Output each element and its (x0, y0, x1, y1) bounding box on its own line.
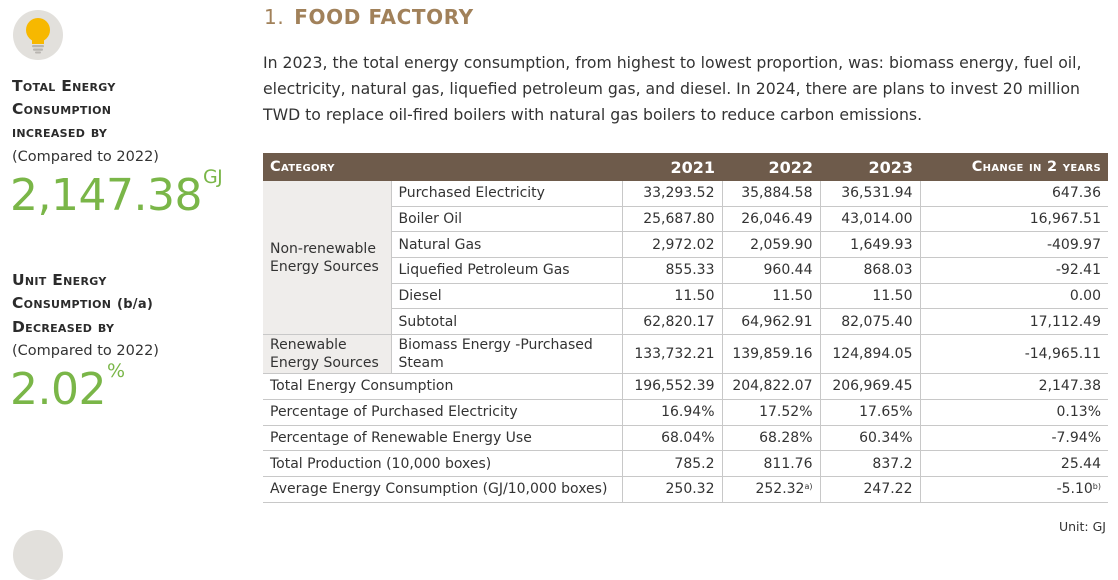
cell-2022: 35,884.58 (721, 181, 820, 207)
footnote-a: a) (804, 482, 813, 492)
cell-2022: 139,859.16 (721, 334, 820, 375)
cell-change: 0.00 (919, 283, 1108, 310)
cell-change: -92.41 (919, 257, 1108, 284)
cell-change: -409.97 (919, 231, 1108, 259)
cell-2022: 64,962.91 (721, 308, 820, 336)
next-section-badge (13, 530, 63, 580)
cell-change: 647.36 (919, 181, 1108, 207)
table-row-average: Average Energy Consumption (GJ/10,000 bo… (263, 476, 1108, 503)
table-row: Natural Gas 2,972.02 2,059.90 1,649.93 -… (263, 231, 1108, 259)
cell-change: 2,147.38 (919, 373, 1108, 400)
cell-2022: 204,822.07 (721, 373, 820, 400)
cell-2022: 960.44 (721, 257, 820, 284)
cell-2023: 206,969.45 (819, 373, 920, 400)
cell-2021: 196,552.39 (621, 373, 722, 400)
header-change: Change in 2 years (920, 153, 1108, 181)
energy-table: Category 2021 2022 2023 Change in 2 year… (263, 153, 1108, 503)
cell-2022: 252.32a) (721, 476, 820, 503)
table-row-renewable: Renewable Energy Sources Biomass Energy … (263, 334, 1108, 375)
cell-2023: 60.34% (819, 425, 920, 452)
kpi1-unit: GJ (202, 166, 223, 188)
cell-2021: 62,820.17 (621, 308, 722, 336)
cell-2021: 250.32 (621, 476, 722, 503)
table-row: Total Production (10,000 boxes) 785.2 81… (263, 450, 1108, 477)
kpi1-comparison: (Compared to 2022) (12, 149, 159, 165)
row-label: Percentage of Renewable Energy Use (263, 425, 622, 452)
cell-2021: 68.04% (621, 425, 722, 452)
cell-2021: 11.50 (621, 283, 722, 310)
lightbulb-badge (13, 10, 63, 60)
cell-2023: 247.22 (819, 476, 920, 503)
cell-change: 17,112.49 (919, 308, 1108, 336)
cell-2023: 11.50 (819, 283, 920, 310)
cell-2022: 26,046.49 (721, 206, 820, 233)
cell-2023: 1,649.93 (819, 231, 920, 259)
footnote-b: b) (1092, 482, 1101, 492)
cell-2021: 33,293.52 (621, 181, 722, 207)
section-title: 1. FOOD FACTORY (264, 5, 474, 29)
header-2023: 2023 (820, 153, 920, 181)
group-non-renewable: Non-renewable Energy Sources (263, 181, 391, 336)
header-2022: 2022 (722, 153, 820, 181)
header-2021: 2021 (622, 153, 722, 181)
row-label: Boiler Oil (390, 206, 622, 233)
row-label: Total Production (10,000 boxes) (263, 450, 622, 477)
table-row: Boiler Oil 25,687.80 26,046.49 43,014.00… (263, 206, 1108, 233)
kpi2-value: 2.02% (10, 360, 125, 415)
cell-change: -5.10b) (919, 476, 1108, 503)
table-row: Liquefied Petroleum Gas 855.33 960.44 86… (263, 257, 1108, 284)
cell-change: -7.94% (919, 425, 1108, 452)
sidebar: Total Energy Consumption increased by (C… (0, 0, 250, 580)
cell-change: 0.13% (919, 399, 1108, 426)
table-row-total: Total Energy Consumption 196,552.39 204,… (263, 373, 1108, 400)
cell-2022: 2,059.90 (721, 231, 820, 259)
cell-2023: 36,531.94 (819, 181, 920, 207)
cell-2022: 811.76 (721, 450, 820, 477)
cell-2023: 837.2 (819, 450, 920, 477)
cell-change: -14,965.11 (919, 334, 1108, 375)
row-label: Subtotal (390, 308, 622, 336)
table-row: Diesel 11.50 11.50 11.50 0.00 (263, 283, 1108, 310)
row-label: Total Energy Consumption (263, 373, 622, 400)
cell-change: 25.44 (919, 450, 1108, 477)
section-intro: In 2023, the total energy consumption, f… (263, 53, 1082, 124)
cell-2022: 68.28% (721, 425, 820, 452)
row-label: Average Energy Consumption (GJ/10,000 bo… (263, 476, 622, 503)
table-row: Percentage of Purchased Electricity 16.9… (263, 399, 1108, 426)
cell-2023: 868.03 (819, 257, 920, 284)
kpi1-heading: Total Energy Consumption increased by (12, 77, 116, 141)
kpi2-comparison: (Compared to 2022) (12, 343, 159, 359)
row-label: Liquefied Petroleum Gas (390, 257, 622, 284)
cell-2021: 785.2 (621, 450, 722, 477)
row-label: Biomass Energy -Purchased Steam (390, 334, 622, 375)
table-row-subtotal: Subtotal 62,820.17 64,962.91 82,075.40 1… (263, 308, 1108, 336)
cell-2021: 2,972.02 (621, 231, 722, 259)
cell-2021: 855.33 (621, 257, 722, 284)
row-label: Natural Gas (390, 231, 622, 259)
cell-2022: 11.50 (721, 283, 820, 310)
table-row: Percentage of Renewable Energy Use 68.04… (263, 425, 1108, 452)
row-label: Purchased Electricity (390, 181, 622, 207)
cell-2023: 17.65% (819, 399, 920, 426)
cell-2023: 82,075.40 (819, 308, 920, 336)
cell-2021: 25,687.80 (621, 206, 722, 233)
row-label: Percentage of Purchased Electricity (263, 399, 622, 426)
table-row: Non-renewable Energy Sources Purchased E… (263, 181, 1108, 336)
group-renewable: Renewable Energy Sources (263, 334, 391, 375)
row-label: Diesel (390, 283, 622, 310)
kpi1-value: 2,147.38GJ (10, 166, 223, 221)
unit-note: Unit: GJ (1058, 519, 1106, 534)
cell-change: 16,967.51 (919, 206, 1108, 233)
kpi2-heading: Unit Energy Consumption (b/a) Decreased … (12, 271, 154, 336)
cell-2021: 16.94% (621, 399, 722, 426)
kpi2-unit: % (106, 360, 125, 382)
header-category: Category (263, 153, 622, 181)
cell-2022: 17.52% (721, 399, 820, 426)
cell-2023: 43,014.00 (819, 206, 920, 233)
cell-2021: 133,732.21 (621, 334, 722, 375)
lightbulb-icon (26, 18, 50, 54)
cell-2023: 124,894.05 (819, 334, 920, 375)
table-header-row: Category 2021 2022 2023 Change in 2 year… (263, 153, 1108, 181)
